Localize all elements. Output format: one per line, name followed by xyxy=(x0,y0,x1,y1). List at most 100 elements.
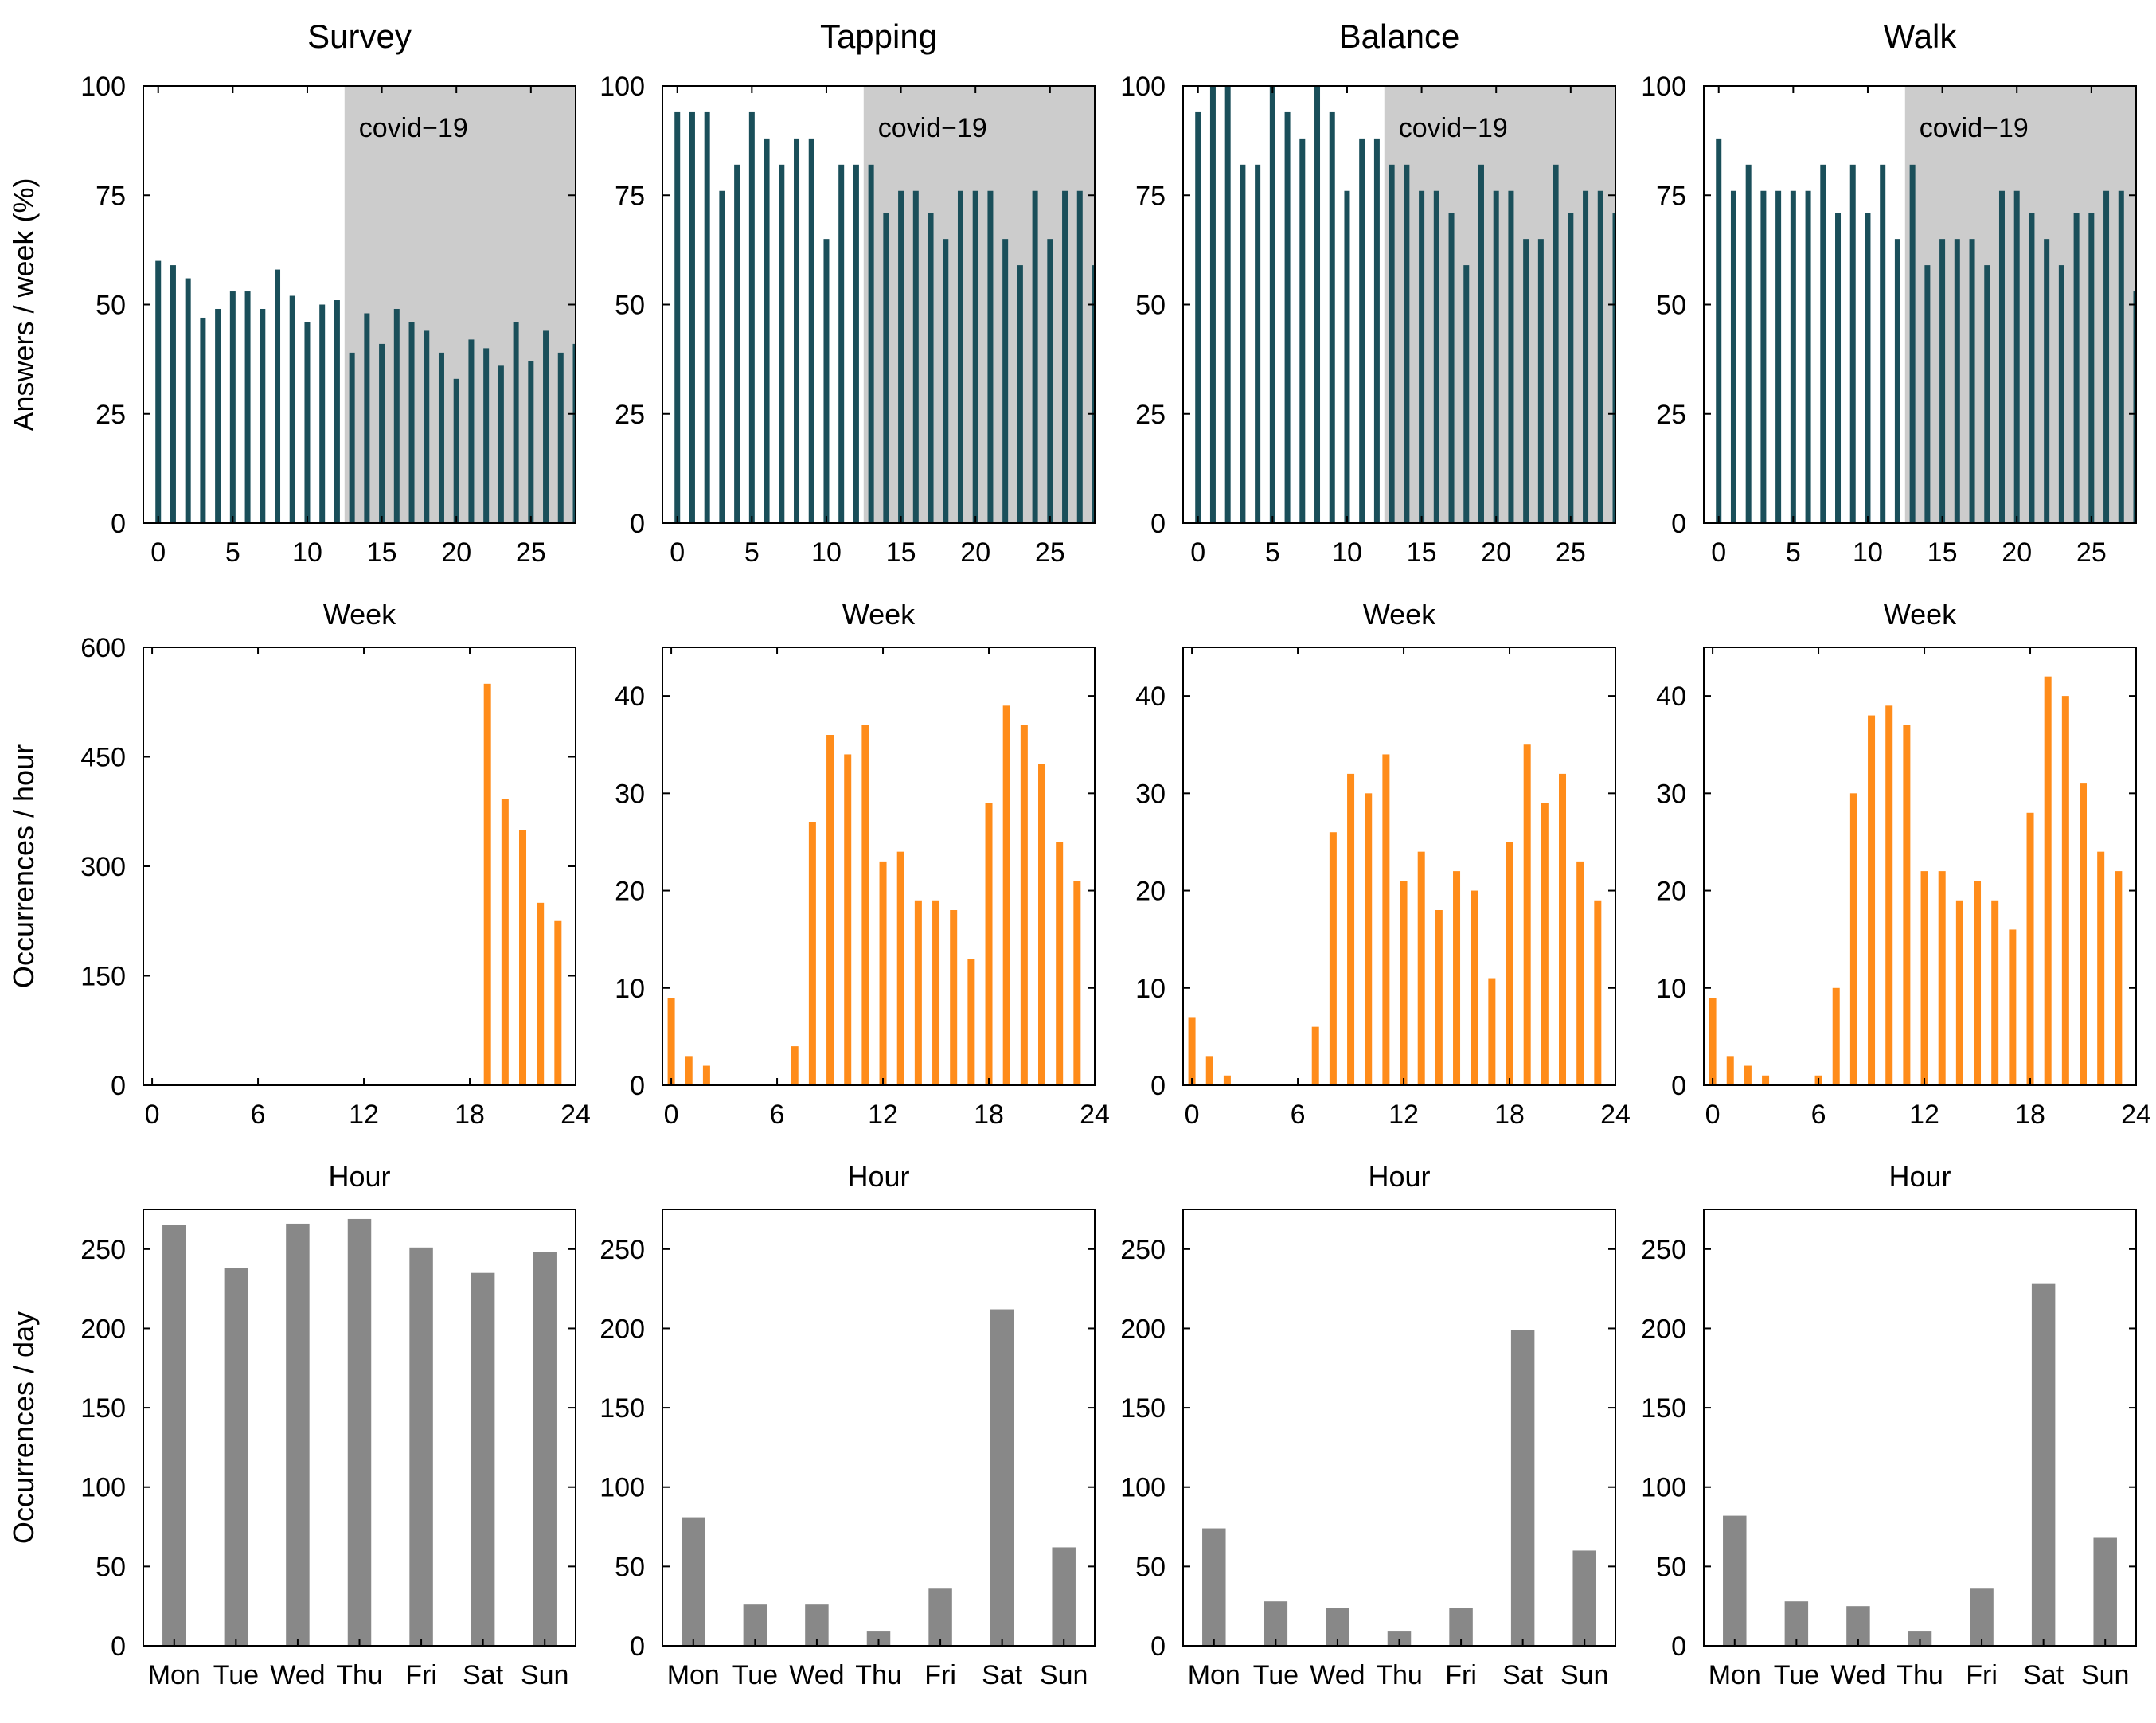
plot-frame xyxy=(143,647,576,1086)
bar xyxy=(1885,705,1893,1085)
x-tick-label: 15 xyxy=(367,537,397,568)
bar xyxy=(932,900,940,1085)
y-tick-label: 200 xyxy=(600,1314,645,1344)
bar xyxy=(1488,978,1496,1085)
bar xyxy=(928,1588,952,1646)
y-tick-label: 100 xyxy=(80,1473,126,1503)
y-tick-label: 0 xyxy=(630,509,645,539)
bar xyxy=(912,190,919,523)
bar xyxy=(349,352,355,523)
x-tick-label: 5 xyxy=(744,537,760,568)
x-tick-label: Mon xyxy=(667,1660,720,1690)
y-tick-label: 10 xyxy=(1135,974,1166,1004)
x-tick-label: Sun xyxy=(2081,1660,2130,1690)
bar xyxy=(2026,812,2034,1085)
x-tick-label: Sat xyxy=(982,1660,1023,1690)
bar xyxy=(779,164,785,523)
bar xyxy=(1805,190,1811,523)
y-tick-label: 150 xyxy=(1641,1393,1686,1424)
x-tick-label: 0 xyxy=(1190,537,1205,568)
y-tick-label: 50 xyxy=(96,291,126,321)
bar xyxy=(1264,1601,1288,1646)
y-tick-label: 0 xyxy=(1150,509,1166,539)
bar xyxy=(1744,1065,1752,1085)
x-tick-label: 0 xyxy=(1185,1100,1200,1130)
bar xyxy=(2118,190,2124,523)
bar xyxy=(1453,871,1461,1085)
x-tick-label: 24 xyxy=(1080,1100,1110,1130)
bar xyxy=(702,1065,710,1085)
bar xyxy=(557,352,564,523)
x-tick-label: 0 xyxy=(145,1100,160,1130)
bar xyxy=(453,378,459,523)
bar xyxy=(1984,265,1990,523)
x-axis-label: Week xyxy=(323,598,396,631)
bar xyxy=(1537,239,1544,523)
x-tick-label: 18 xyxy=(974,1100,1004,1130)
panel-hourly-walk: 0 10 20 30 40 0 6 12 18 24 Hour xyxy=(1656,647,2151,1193)
x-axis-label: Hour xyxy=(847,1160,909,1193)
bar xyxy=(879,861,887,1085)
bar xyxy=(1865,213,1871,523)
bar xyxy=(2115,871,2123,1085)
bar xyxy=(1903,725,1911,1085)
bar xyxy=(215,308,221,523)
plot-frame xyxy=(662,647,1096,1086)
bar xyxy=(1463,265,1470,523)
bar xyxy=(1056,842,1064,1085)
x-tick-label: 18 xyxy=(2015,1100,2045,1130)
bar xyxy=(1568,213,1574,523)
bar xyxy=(2044,239,2050,523)
bar xyxy=(1576,861,1584,1085)
bar xyxy=(1284,111,1291,523)
bar xyxy=(438,352,444,523)
bar xyxy=(289,295,295,523)
bar xyxy=(1188,1017,1196,1085)
y-tick-label: 0 xyxy=(111,1631,126,1662)
bar xyxy=(1240,164,1246,523)
y-tick-label: 50 xyxy=(1656,291,1686,321)
x-tick-label: Tue xyxy=(213,1660,259,1690)
bar xyxy=(528,361,534,523)
bar xyxy=(513,322,519,523)
bar xyxy=(985,803,993,1085)
y-tick-label: 30 xyxy=(615,779,645,809)
x-tick-label: Tue xyxy=(732,1660,778,1690)
x-tick-label: 6 xyxy=(251,1100,266,1130)
bar xyxy=(1909,164,1916,523)
bar xyxy=(1365,793,1373,1085)
bar xyxy=(1597,190,1603,523)
bar xyxy=(883,213,889,523)
bar xyxy=(1510,1330,1535,1646)
x-tick-label: Wed xyxy=(789,1660,844,1690)
x-tick-label: Thu xyxy=(855,1660,902,1690)
y-axis-label: Answers / week (%) xyxy=(7,178,40,431)
y-tick-label: 100 xyxy=(1641,1473,1686,1503)
x-tick-label: 6 xyxy=(1811,1100,1826,1130)
bar xyxy=(1868,715,1876,1085)
bar xyxy=(334,300,340,523)
bar xyxy=(1347,773,1355,1085)
bar xyxy=(1433,190,1439,523)
y-tick-label: 0 xyxy=(111,1071,126,1101)
bar xyxy=(533,1252,557,1646)
bar xyxy=(2088,213,2095,523)
bar xyxy=(943,239,949,523)
panel-hourly-tapping: 0 10 20 30 40 0 6 12 18 24 Hour xyxy=(615,647,1110,1193)
y-tick-label: 100 xyxy=(80,72,126,102)
y-tick-label: 50 xyxy=(96,1552,126,1582)
x-tick-label: 24 xyxy=(2121,1100,2151,1130)
bar xyxy=(861,725,869,1085)
panel-daily-tapping: 0 50 100 150 200 250 Mon Tue Wed Thu Fri Sat Sun xyxy=(600,1209,1096,1690)
y-tick-label: 150 xyxy=(80,1393,126,1424)
bar xyxy=(2029,213,2035,523)
bar xyxy=(1939,239,1946,523)
bar xyxy=(1920,871,1928,1085)
bar xyxy=(347,1218,372,1646)
x-tick-label: Thu xyxy=(1896,1660,1943,1690)
x-axis-label: Week xyxy=(1884,598,1957,631)
x-tick-label: 12 xyxy=(1909,1100,1939,1130)
bar xyxy=(1329,111,1335,523)
y-tick-label: 250 xyxy=(1120,1235,1166,1265)
